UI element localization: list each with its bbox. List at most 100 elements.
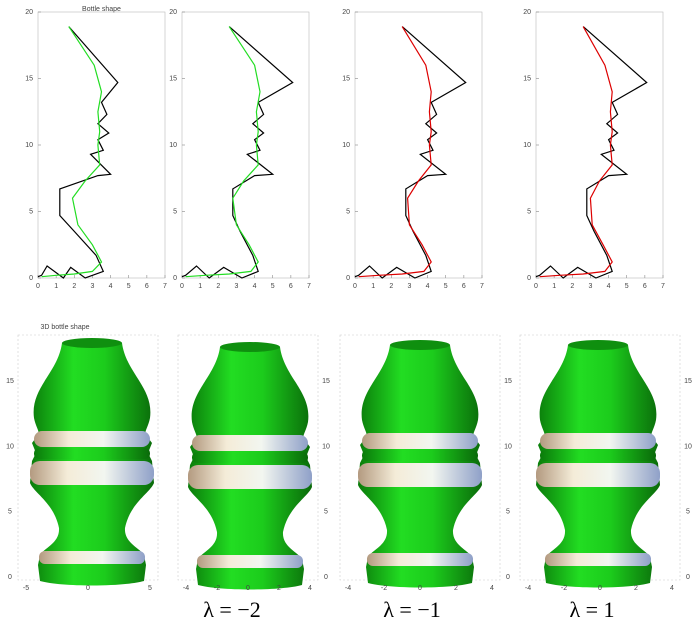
x-tick-label: 0 [534,283,538,290]
x-tick-label: -2 [214,585,220,592]
z-tick-label: 15 [322,378,330,385]
y-tick-label: 5 [527,208,531,215]
x-tick-label: 5 [444,283,448,290]
x-tick-label: 4 [253,283,257,290]
y-tick-label: 0 [527,275,531,282]
z-tick-label: 0 [686,574,690,581]
x-tick-label: 1 [54,283,58,290]
x-tick-label: 5 [625,283,629,290]
x-tick-label: 2 [72,283,76,290]
x-tick-label: -2 [561,585,567,592]
z-tick-label: 10 [504,443,512,450]
y-tick-label: 15 [342,75,350,82]
x-tick-label: -4 [345,585,351,592]
series-line [355,27,466,278]
render-1 [18,335,158,586]
x-tick-label: 0 [418,585,422,592]
x-tick-label: -4 [183,585,189,592]
series-line [186,27,260,277]
x-tick-label: 2 [277,585,281,592]
x-tick-label: 7 [307,283,311,290]
x-tick-label: -4 [525,585,531,592]
series-line [182,27,293,278]
y-tick-label: 10 [169,142,177,149]
x-tick-label: 4 [308,585,312,592]
caption: λ = 1 [569,597,614,622]
x-tick-label: 5 [127,283,131,290]
x-tick-label: 0 [353,283,357,290]
y-tick-label: 10 [342,142,350,149]
plot-frame [38,12,165,278]
x-tick-label: 0 [36,283,40,290]
y-tick-label: 20 [523,9,531,16]
x-tick-label: 7 [661,283,665,290]
z-tick-label: 0 [324,574,328,581]
x-tick-label: 7 [163,283,167,290]
x-tick-label: 3 [234,283,238,290]
x-tick-label: 4 [607,283,611,290]
x-tick-label: 1 [198,283,202,290]
series-line [536,27,647,278]
series-line [540,27,613,277]
x-tick-label: 7 [480,283,484,290]
bottle-3d [188,342,312,590]
x-tick-label: 2 [634,585,638,592]
x-tick-label: 0 [86,585,90,592]
x-tick-label: 4 [426,283,430,290]
z-tick-label: 15 [504,378,512,385]
render-4 [520,335,680,588]
x-tick-label: -2 [381,585,387,592]
x-tick-label: 5 [271,283,275,290]
y-tick-label: 20 [25,9,33,16]
x-tick-label: -5 [23,585,29,592]
z-tick-label: 5 [324,509,328,516]
bottle-3d [30,338,154,586]
x-tick-label: 0 [246,585,250,592]
figure: λ = −2 λ = −1 λ = 1 Bottle shape 0 1 2 3 4 5 6 7… [0,0,697,626]
y-tick-label: 15 [169,75,177,82]
x-tick-label: 1 [371,283,375,290]
caption: λ = −2 [203,597,260,622]
x-tick-label: 2 [570,283,574,290]
chart-title: Bottle shape [82,6,121,13]
x-tick-label: 2 [454,585,458,592]
bottle-3d [358,340,482,588]
z-tick-label: 15 [6,378,14,385]
series-line [359,27,432,277]
z-tick-label: 5 [506,509,510,516]
z-tick-label: 10 [322,443,330,450]
z-tick-label: 0 [8,574,12,581]
y-tick-label: 20 [169,9,177,16]
z-tick-label: 15 [684,378,692,385]
x-tick-label: 3 [588,283,592,290]
x-tick-label: 2 [216,283,220,290]
render-2 [178,335,318,590]
x-tick-label: 3 [407,283,411,290]
x-tick-label: 6 [462,283,466,290]
bottle-3d [536,340,660,588]
x-tick-label: 1 [552,283,556,290]
y-tick-label: 0 [29,275,33,282]
z-tick-label: 5 [686,509,690,516]
x-tick-label: 0 [180,283,184,290]
y-tick-label: 20 [342,9,350,16]
y-tick-label: 10 [523,142,531,149]
y-tick-label: 5 [173,208,177,215]
x-tick-label: 4 [109,283,113,290]
z-tick-label: 10 [6,443,14,450]
x-tick-label: 3 [90,283,94,290]
z-tick-label: 5 [8,509,12,516]
y-tick-label: 15 [25,75,33,82]
z-tick-label: 10 [684,443,692,450]
caption: λ = −1 [383,597,440,622]
y-tick-label: 10 [25,142,33,149]
x-tick-label: 5 [148,585,152,592]
x-tick-label: 6 [289,283,293,290]
z-tick-label: 0 [506,574,510,581]
x-tick-label: 4 [490,585,494,592]
y-tick-label: 0 [173,275,177,282]
render-title: 3D bottle shape [40,324,89,331]
series-line [42,27,102,277]
y-tick-label: 15 [523,75,531,82]
y-tick-label: 0 [346,275,350,282]
